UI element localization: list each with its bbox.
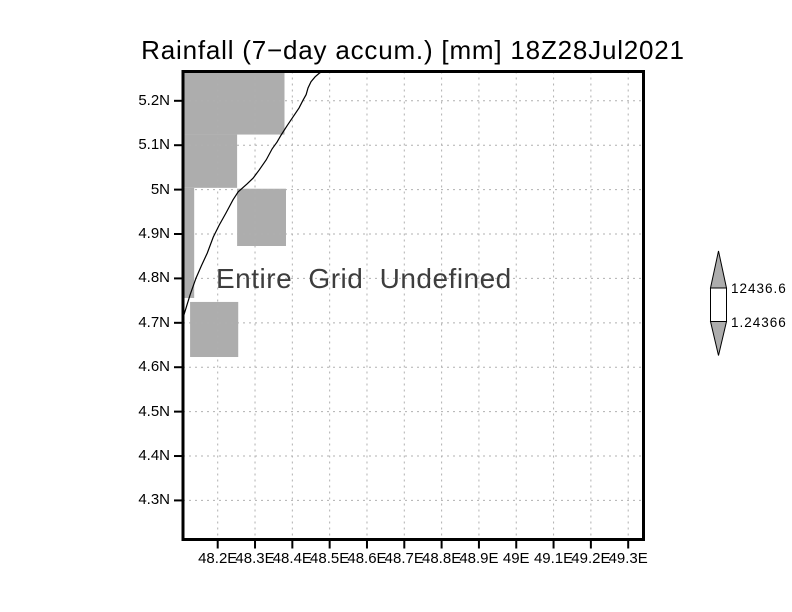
lon-tick-label: 48.9E (459, 550, 499, 567)
lat-tick-label: 5.2N (138, 91, 170, 109)
undefined-mask-cell (190, 301, 239, 358)
lon-tick-label: 48.5E (310, 550, 350, 567)
lon-tick-label: 49.3E (608, 550, 648, 567)
lat-tick-label: 4.5N (138, 402, 170, 420)
lon-tick-label: 48.2E (198, 550, 238, 567)
lat-tick-label: 4.3N (138, 491, 170, 509)
lat-tick-label: 4.6N (138, 358, 170, 376)
lat-tick-label: 4.4N (138, 447, 170, 465)
lon-tick-label: 48.4E (272, 550, 312, 567)
undefined-annotation: Entire Grid Undefined (216, 263, 512, 294)
colorbar-max-label: 12436.6 (731, 281, 787, 296)
coastline (182, 70, 324, 319)
colorbar-min-label: 1.24366 (731, 314, 787, 330)
lon-tick-label: 48.3E (235, 550, 275, 567)
lon-tick-label: 49E (502, 550, 530, 567)
undefined-mask-cell (237, 188, 286, 247)
undefined-mask-cell (183, 134, 238, 188)
lon-tick-label: 48.6E (347, 550, 387, 567)
lat-tick-label: 4.7N (138, 313, 170, 331)
colorbar-box (710, 287, 727, 322)
colorbar-up-arrow (709, 250, 728, 289)
lat-tick-label: 4.9N (138, 225, 170, 242)
lat-tick-label: 5N (150, 180, 170, 198)
plot-title: Rainfall (7−day accum.) [mm] 18Z28Jul202… (141, 35, 685, 65)
undefined-mask-cell (183, 187, 195, 298)
undefined-mask-cell (183, 71, 285, 135)
lat-tick-label: 5.1N (138, 136, 170, 154)
lon-tick-label: 49.1E (533, 550, 574, 567)
plot-frame (181, 70, 645, 541)
lon-tick-label: 49.2E (571, 550, 611, 567)
colorbar-down-arrow (709, 321, 728, 356)
lon-tick-label: 48.7E (384, 550, 424, 567)
lon-tick-label: 48.8E (422, 550, 462, 567)
lat-tick-label: 4.8N (138, 269, 170, 287)
